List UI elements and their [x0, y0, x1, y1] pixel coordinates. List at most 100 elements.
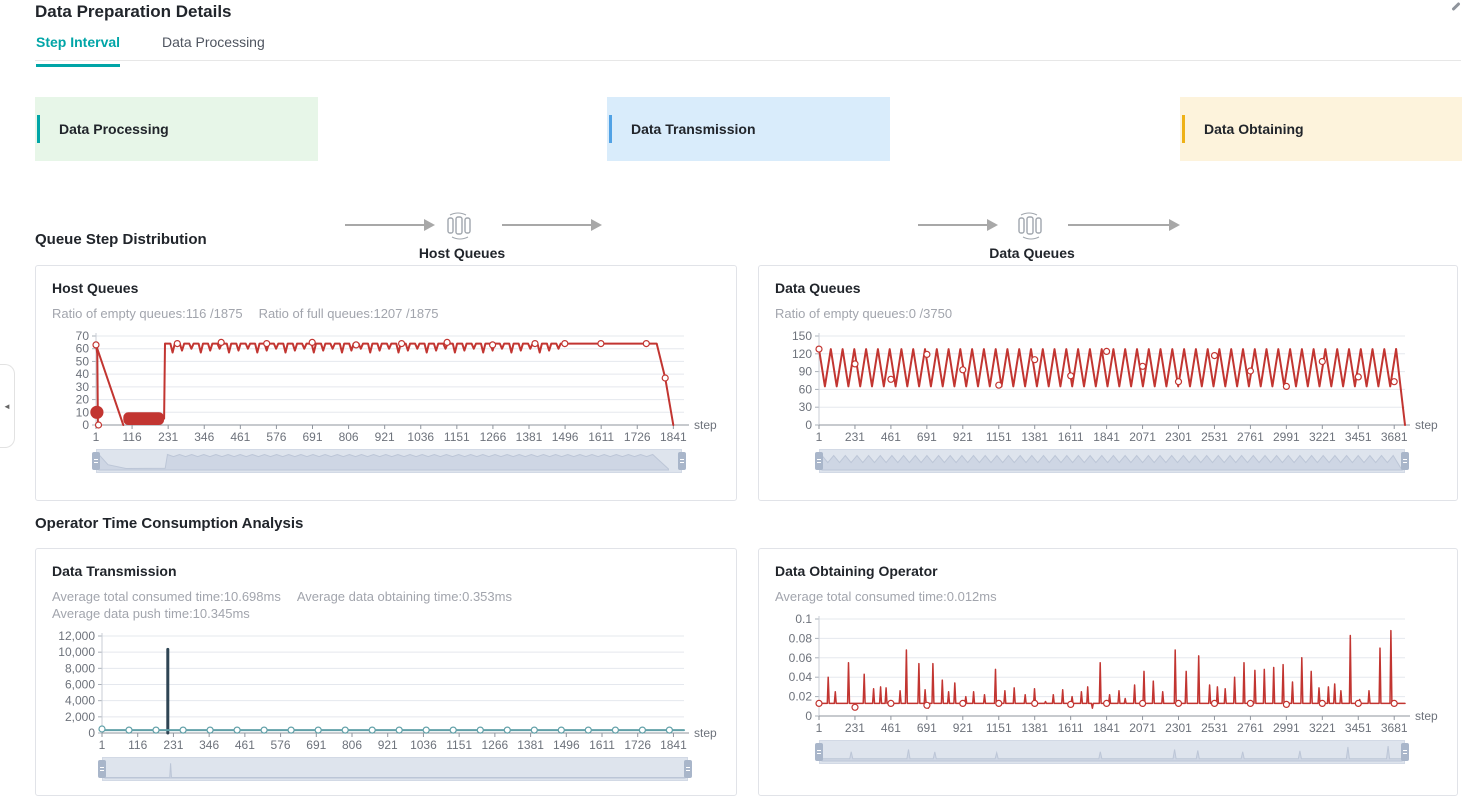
- card-title: Data Obtaining Operator: [775, 563, 938, 579]
- flow-arrow-icon: [502, 219, 602, 231]
- svg-text:2991: 2991: [1273, 721, 1300, 735]
- svg-text:1841: 1841: [1093, 430, 1120, 444]
- svg-text:2531: 2531: [1201, 430, 1228, 444]
- svg-text:921: 921: [953, 430, 973, 444]
- queue-icon: [1018, 212, 1042, 240]
- svg-text:2301: 2301: [1165, 721, 1192, 735]
- queue-icon: [447, 212, 471, 240]
- host-queues-card: Host Queues Ratio of empty queues:116 /1…: [35, 265, 737, 501]
- svg-text:0.02: 0.02: [789, 690, 813, 704]
- datazoom-left-handle[interactable]: [815, 452, 823, 470]
- svg-text:921: 921: [378, 738, 398, 752]
- tab-step-interval[interactable]: Step Interval: [36, 34, 121, 67]
- svg-text:2071: 2071: [1129, 430, 1156, 444]
- data-flow-diagram: Data Processing Host Queues Ratio of emp…: [0, 97, 1463, 300]
- stage-accent-bar: [1182, 115, 1185, 143]
- queue-charts-row: Host Queues Ratio of empty queues:116 /1…: [35, 265, 1458, 501]
- section-queue-step-distribution: Queue Step Distribution: [35, 231, 207, 248]
- svg-text:6,000: 6,000: [65, 678, 95, 692]
- svg-text:150: 150: [792, 329, 812, 343]
- tab-data-processing[interactable]: Data Processing: [162, 34, 265, 50]
- host-queues-datazoom[interactable]: [92, 449, 686, 473]
- card-stats: Ratio of empty queues:0 /3750: [775, 306, 1415, 321]
- datazoom-left-handle[interactable]: [92, 452, 100, 470]
- stat-text: Average data obtaining time:0.353ms: [296, 589, 512, 604]
- tab-divider: [35, 60, 1461, 61]
- svg-text:12,000: 12,000: [58, 629, 95, 643]
- stat-text: Average total consumed time:0.012ms: [775, 589, 997, 604]
- card-title: Data Queues: [775, 280, 861, 296]
- svg-text:1611: 1611: [589, 738, 615, 752]
- data-obtaining-operator-chart[interactable]: 0 0.02 0.04 0.06 0.08 0.1 1 231 461 691 921 1151 138…: [773, 612, 1443, 736]
- svg-text:60: 60: [76, 342, 90, 356]
- queue-title: Host Queues: [418, 245, 506, 261]
- section-operator-time-analysis: Operator Time Consumption Analysis: [35, 515, 304, 532]
- datazoom-left-handle[interactable]: [815, 743, 823, 761]
- collapse-arrow-icon: ◄: [3, 401, 11, 411]
- sidebar-collapse-tab[interactable]: ◄: [0, 364, 15, 448]
- svg-text:0: 0: [805, 709, 812, 723]
- data-queues-datazoom[interactable]: [815, 449, 1409, 473]
- datazoom-right-handle[interactable]: [678, 452, 686, 470]
- flow-arrow-icon: [345, 219, 435, 231]
- svg-text:1: 1: [816, 430, 823, 444]
- stage-data-obtaining[interactable]: Data Obtaining: [1180, 97, 1462, 161]
- datazoom-left-handle[interactable]: [98, 760, 106, 778]
- svg-text:116: 116: [123, 430, 142, 444]
- datazoom-right-handle[interactable]: [1401, 452, 1409, 470]
- stage-label: Data Obtaining: [1204, 121, 1304, 137]
- svg-text:1496: 1496: [553, 738, 580, 752]
- stage-accent-bar: [37, 115, 40, 143]
- datazoom-right-handle[interactable]: [1401, 743, 1409, 761]
- svg-text:90: 90: [799, 365, 813, 379]
- svg-text:step: step: [694, 726, 717, 740]
- svg-text:50: 50: [76, 354, 90, 368]
- datazoom-right-handle[interactable]: [684, 760, 692, 778]
- svg-text:1841: 1841: [660, 430, 687, 444]
- svg-text:231: 231: [158, 430, 178, 444]
- data-queues-chart[interactable]: 0 30 60 90 120 150 1 231 461 691 921 1151 1381 1611 18…: [773, 329, 1443, 445]
- datazoom-preview: [819, 740, 1405, 764]
- card-stats: Average total consumed time:10.698ms Aver…: [52, 589, 692, 621]
- svg-text:2301: 2301: [1165, 430, 1192, 444]
- svg-text:1841: 1841: [660, 738, 687, 752]
- data-transmission-chart[interactable]: 0 2,000 4,000 6,000 8,000 10,000 12,000 1 116 231…: [50, 629, 722, 753]
- operator-charts-row: Data Transmission Average total consumed…: [35, 548, 1458, 796]
- svg-text:1726: 1726: [624, 430, 651, 444]
- datazoom-preview: [819, 449, 1405, 473]
- data-transmission-card: Data Transmission Average total consumed…: [35, 548, 737, 796]
- datazoom-preview: [102, 757, 688, 781]
- svg-text:1151: 1151: [444, 430, 470, 444]
- svg-text:step: step: [694, 418, 717, 432]
- svg-text:691: 691: [917, 721, 937, 735]
- svg-text:0.1: 0.1: [795, 612, 812, 626]
- svg-text:70: 70: [76, 329, 90, 343]
- stage-data-processing[interactable]: Data Processing: [35, 97, 318, 161]
- svg-text:1: 1: [99, 738, 106, 752]
- svg-text:1266: 1266: [482, 738, 509, 752]
- stat-text: Ratio of empty queues:116 /1875: [52, 306, 243, 321]
- stage-data-transmission[interactable]: Data Transmission: [607, 97, 890, 161]
- svg-text:3681: 3681: [1381, 721, 1408, 735]
- svg-text:1381: 1381: [517, 738, 544, 752]
- data-obtaining-datazoom[interactable]: [815, 740, 1409, 764]
- svg-text:1381: 1381: [1021, 430, 1048, 444]
- svg-text:1496: 1496: [552, 430, 579, 444]
- svg-text:0: 0: [805, 418, 812, 432]
- svg-text:921: 921: [375, 430, 395, 444]
- svg-text:30: 30: [76, 380, 90, 394]
- svg-text:921: 921: [953, 721, 973, 735]
- svg-text:461: 461: [235, 738, 255, 752]
- card-title: Host Queues: [52, 280, 139, 296]
- data-transmission-datazoom[interactable]: [98, 757, 692, 781]
- svg-text:1726: 1726: [624, 738, 651, 752]
- svg-text:2761: 2761: [1237, 430, 1264, 444]
- stage-label: Data Processing: [59, 121, 169, 137]
- svg-text:3451: 3451: [1345, 721, 1372, 735]
- svg-text:576: 576: [271, 738, 291, 752]
- svg-text:2,000: 2,000: [65, 710, 95, 724]
- svg-text:3451: 3451: [1345, 430, 1372, 444]
- svg-text:576: 576: [266, 430, 286, 444]
